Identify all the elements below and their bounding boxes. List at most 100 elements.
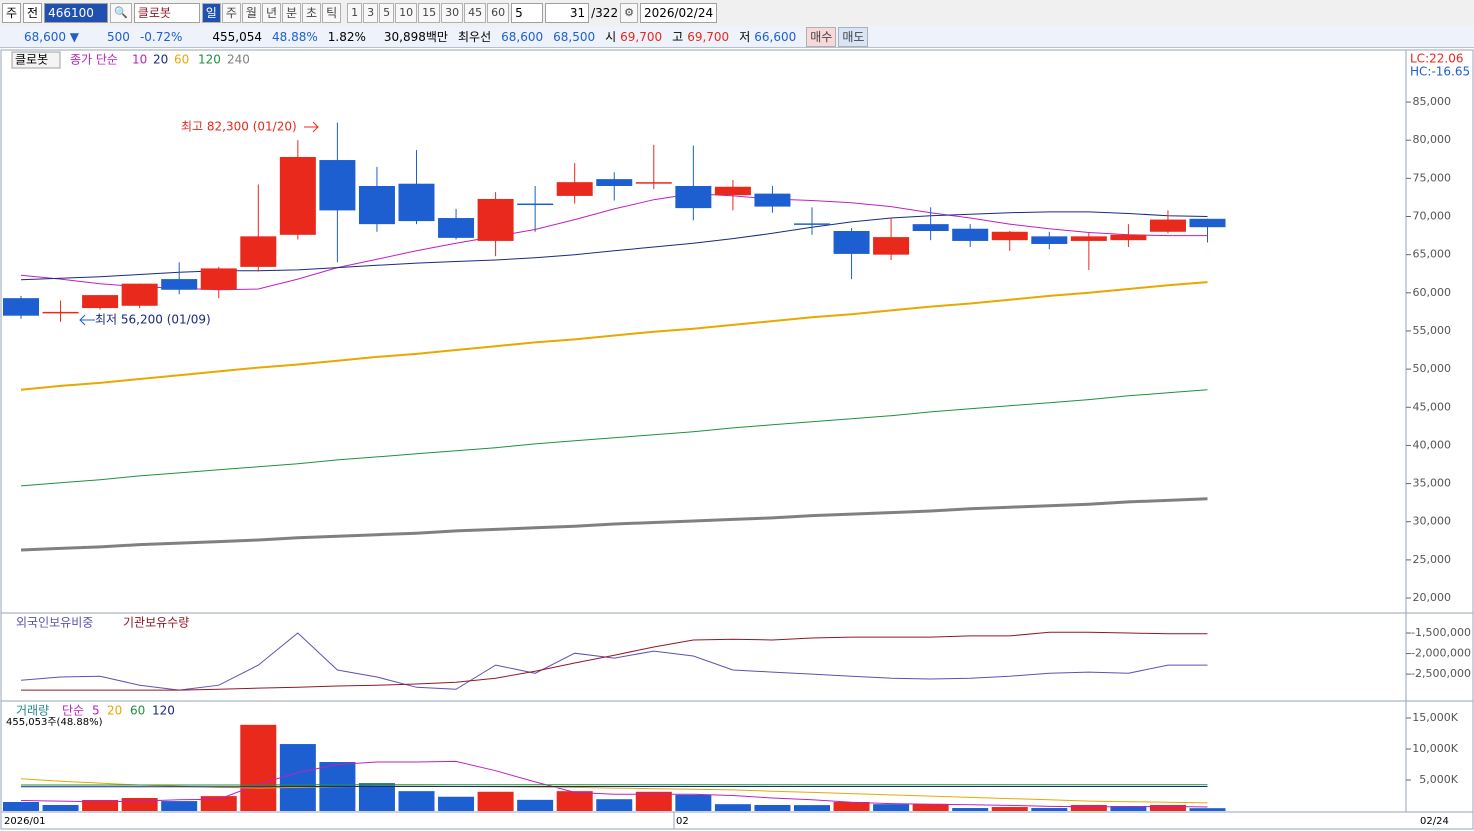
frame <box>0 49 1474 830</box>
x-label: 2026/01 <box>4 816 46 827</box>
bid: 68,500 <box>553 29 596 44</box>
period-button[interactable]: 1 <box>347 3 363 23</box>
legend: 120 <box>198 53 221 67</box>
search[interactable]: 🔍 <box>110 3 132 23</box>
ask: 68,600 <box>501 29 544 44</box>
chart: 클로봇 종가 단순 LC:22.06 HC:-16.65 최고 82,300 (… <box>0 49 1474 830</box>
stock-name[interactable]: 클로봇 <box>133 3 200 23</box>
period-button[interactable]: 년 <box>261 3 281 23</box>
turnover: 48.88% <box>272 29 318 44</box>
candle-body <box>794 223 830 225</box>
legend: 5 <box>92 704 100 718</box>
volume-bar <box>398 791 435 811</box>
market[interactable]: 주 <box>2 3 22 23</box>
volume-bar <box>161 801 198 811</box>
candle-body <box>1189 218 1226 228</box>
y-tick-label: 30,000 <box>1413 515 1452 528</box>
volume-bar <box>358 783 395 811</box>
candle-body <box>42 311 79 314</box>
candle-body <box>1031 236 1068 244</box>
y-tick-label: 85,000 <box>1413 95 1452 108</box>
y-tick-label: 40,000 <box>1413 438 1452 451</box>
period-button[interactable]: 월 <box>241 3 261 23</box>
legend: 60 <box>174 53 189 67</box>
y-tick-label: -2,500,000 <box>1411 667 1471 680</box>
volume-bar <box>3 802 39 811</box>
volume-bar <box>477 791 514 811</box>
y-tick-label: 80,000 <box>1413 133 1452 146</box>
line <box>20 497 1208 552</box>
best-label: 최우선 <box>457 30 492 44</box>
y-tick-label: 20,000 <box>1413 591 1452 604</box>
chart-area: 클로봇 종가 단순 LC:22.06 HC:-16.65 최고 82,300 (… <box>0 49 1474 830</box>
period-button[interactable]: 3 <box>363 3 379 23</box>
period-button[interactable]: 10 <box>395 3 418 23</box>
interval-select[interactable]: 5 <box>511 3 544 23</box>
candle-body <box>200 268 237 290</box>
line <box>20 193 1208 291</box>
period-button[interactable]: 틱 <box>322 3 342 23</box>
volume-bar <box>1070 804 1107 811</box>
volume-bar <box>754 804 791 811</box>
code-input[interactable]: 466100 <box>44 3 109 23</box>
candle-body <box>161 279 198 290</box>
period-button[interactable]: 30 <box>441 3 464 23</box>
period-button[interactable]: 주 <box>221 3 241 23</box>
period-button[interactable]: 초 <box>302 3 322 23</box>
y-tick-label: -2,000,000 <box>1411 647 1471 660</box>
high: 69,700 <box>687 29 730 44</box>
volume-bar <box>873 804 910 811</box>
low-label: 저 <box>739 30 751 44</box>
y-tick-label: 60,000 <box>1413 286 1452 299</box>
lc: LC:22.06 <box>1410 52 1463 66</box>
sell-button[interactable]: 매도 <box>838 26 869 47</box>
y-tick-label: 45,000 <box>1413 400 1452 413</box>
panel-title: 클로봇 <box>15 53 48 67</box>
page-total: /322 <box>591 6 619 20</box>
y-tick-label: 75,000 <box>1413 171 1452 184</box>
ma-label: 종가 단순 <box>70 53 118 67</box>
low: 66,600 <box>754 29 797 44</box>
volume-bar <box>42 804 79 811</box>
candle-body <box>279 156 316 235</box>
line <box>20 760 1208 808</box>
hc: HC:-16.65 <box>1410 65 1470 79</box>
period-button[interactable]: 일 <box>201 3 221 23</box>
y-tick-label: 70,000 <box>1413 210 1452 223</box>
candle-body <box>1149 219 1186 232</box>
change: 500 <box>107 29 130 44</box>
period-button[interactable]: 45 <box>464 3 487 23</box>
y-tick-label: 5,000K <box>1419 773 1458 786</box>
period-button[interactable]: 60 <box>487 3 510 23</box>
volume-bar <box>714 804 751 811</box>
candle-body <box>477 198 514 241</box>
volume-bar <box>1189 808 1226 811</box>
volume-bar <box>952 808 989 811</box>
volume-bar <box>794 805 830 811</box>
candle-body <box>240 236 277 267</box>
legend: 240 <box>227 53 250 67</box>
period-button[interactable]: 15 <box>418 3 441 23</box>
candle-body <box>991 231 1028 241</box>
line <box>20 281 1208 391</box>
line <box>20 389 1208 487</box>
candle-body <box>635 182 672 184</box>
candle-body <box>675 185 712 209</box>
line <box>20 211 1208 281</box>
volume-bar <box>675 794 712 811</box>
tool[interactable]: ⚙ <box>620 3 638 23</box>
volume-bar <box>635 791 672 811</box>
low-note: 최저 56,200 (01/09) <box>95 313 211 327</box>
period-button[interactable]: 분 <box>281 3 302 23</box>
ratio: 1.82% <box>327 29 366 44</box>
date[interactable]: 2026/02/24 <box>639 3 718 23</box>
open: 69,700 <box>620 29 663 44</box>
candle-body <box>714 186 751 196</box>
scope[interactable]: 전 <box>23 3 43 23</box>
period-button[interactable]: 5 <box>379 3 395 23</box>
buy-button[interactable]: 매수 <box>806 26 837 47</box>
page[interactable]: 31 <box>545 3 590 23</box>
volume-bar <box>82 800 119 811</box>
